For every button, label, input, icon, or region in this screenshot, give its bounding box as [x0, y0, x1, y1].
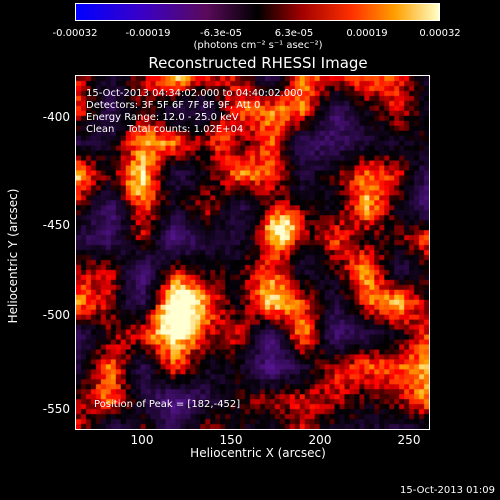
plot-title: Reconstructed RHESSI Image: [148, 54, 368, 72]
x-tick-label: 100: [130, 433, 154, 447]
y-tick-label: -500: [42, 308, 70, 322]
colorbar-tick: -0.00019: [125, 28, 171, 39]
colorbar-tick: 6.3e-05: [274, 28, 314, 39]
colorbar-gradient: [76, 4, 439, 20]
x-axis-label: Heliocentric X (arcsec): [190, 446, 326, 460]
x-tick-label: 150: [219, 433, 243, 447]
annotation-detectors: Detectors: 3F 5F 6F 7F 8F 9F, Att 0: [86, 100, 261, 111]
colorbar-tick: 0.00019: [346, 28, 388, 39]
rhessi-image: [76, 76, 429, 429]
x-tick-label: 200: [308, 433, 332, 447]
y-tick-label: -400: [42, 110, 70, 124]
annotation-clean: Clean Total counts: 1.02E+04: [86, 124, 244, 135]
annotation-energy: Energy Range: 12.0 - 25.0 keV: [86, 112, 239, 123]
colorbar-tick: 0.00032: [419, 28, 461, 39]
y-tick-label: -550: [42, 402, 70, 416]
colorbar: [75, 3, 440, 21]
colorbar-unit-label: (photons cm⁻² s⁻¹ asec⁻²): [193, 40, 323, 51]
timestamp: 15-Oct-2013 01:09: [400, 485, 495, 496]
colorbar-tick: -6.3e-05: [200, 28, 242, 39]
y-tick-label: -450: [42, 218, 70, 232]
image-plot-area: 15-Oct-2013 04:34:02.000 to 04:40:02.000…: [75, 75, 430, 430]
y-axis-label: Heliocentric Y (arcsec): [6, 188, 20, 324]
annotation-time-range: 15-Oct-2013 04:34:02.000 to 04:40:02.000: [86, 88, 303, 99]
x-tick-label: 250: [397, 433, 421, 447]
colorbar-tick: -0.00032: [52, 28, 98, 39]
annotation-peak: Position of Peak = [182,-452]: [94, 399, 241, 410]
